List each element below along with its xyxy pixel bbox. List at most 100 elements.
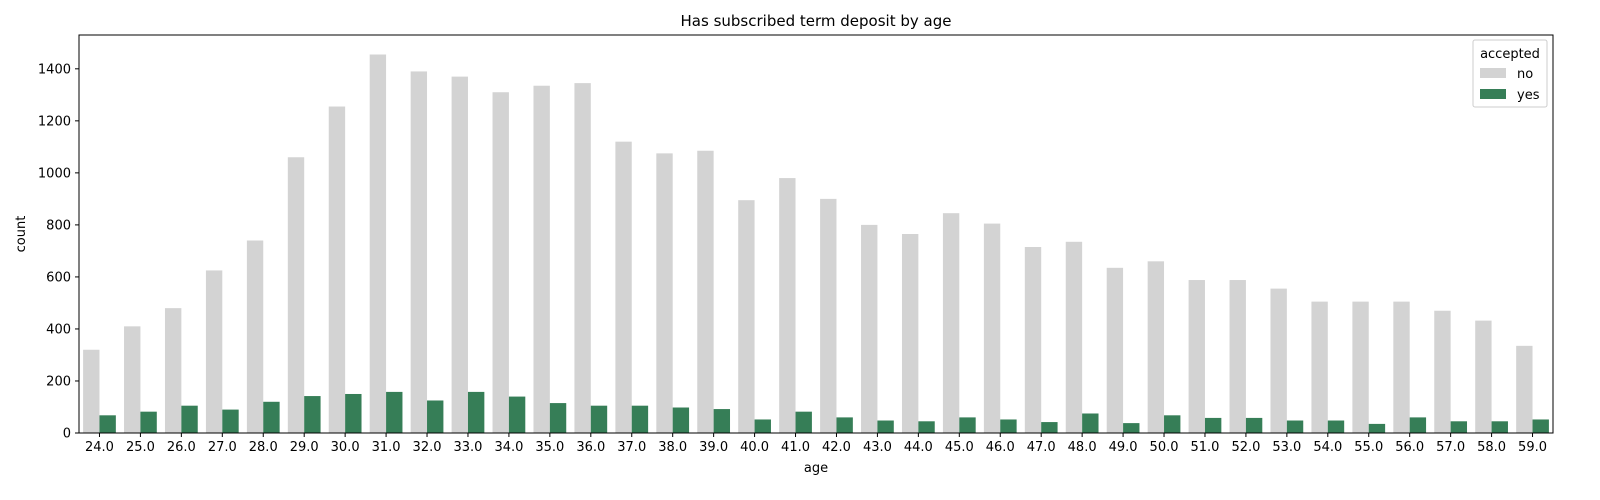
x-axis: 24.0 25.0 26.0 27.0 28.0 29.0 30.0 31.0 32.0 33.0… [85, 433, 1547, 455]
bar-yes-29.0 [304, 396, 321, 433]
x-tick-label: 51.0 [1190, 440, 1219, 455]
bar-yes-37.0 [631, 405, 649, 433]
bar-no-59.0 [1516, 345, 1533, 433]
x-tick-label: 57.0 [1436, 440, 1465, 455]
x-tick-label: 52.0 [1231, 440, 1260, 455]
bar-yes-47.0 [1041, 422, 1058, 433]
bar-no-27.0 [205, 270, 223, 433]
bar-yes-27.0 [222, 409, 239, 433]
bar-no-38.0 [656, 153, 673, 433]
plot-frame [78, 34, 1554, 434]
bar-no-46.0 [983, 223, 1001, 433]
x-tick-label: 45.0 [945, 440, 974, 455]
bar-yes-51.0 [1204, 417, 1222, 433]
chart-title: Has subscribed term deposit by age [681, 12, 952, 30]
bar-yes-39.0 [713, 409, 731, 433]
bar-no-52.0 [1229, 280, 1246, 433]
bar-no-33.0 [451, 76, 468, 434]
legend: accepted no yes [1472, 39, 1548, 108]
x-tick-label: 31.0 [372, 440, 401, 455]
bar-yes-40.0 [754, 419, 771, 433]
bar-no-36.0 [574, 83, 591, 434]
bar-yes-59.0 [1532, 419, 1549, 433]
x-tick-label: 36.0 [576, 440, 605, 455]
y-tick-label: 1000 [38, 166, 71, 181]
bar-no-57.0 [1434, 310, 1451, 433]
x-axis-label: age [804, 461, 828, 476]
x-tick-label: 54.0 [1313, 440, 1342, 455]
bar-no-32.0 [410, 71, 428, 433]
bar-yes-54.0 [1327, 420, 1345, 433]
y-tick-label: 600 [46, 270, 71, 285]
bar-no-37.0 [615, 141, 632, 433]
bar-no-51.0 [1188, 280, 1205, 433]
x-tick-label: 43.0 [863, 440, 892, 455]
x-tick-label: 58.0 [1477, 440, 1506, 455]
x-tick-label: 59.0 [1518, 440, 1547, 455]
bar-yes-24.0 [99, 415, 116, 433]
bar-yes-41.0 [795, 411, 812, 433]
bar-no-43.0 [861, 224, 878, 433]
y-tick-label: 0 [63, 427, 71, 442]
legend-title: accepted [1480, 47, 1540, 62]
y-tick-label: 200 [46, 374, 71, 389]
bar-no-53.0 [1270, 288, 1287, 433]
bar-yes-38.0 [672, 407, 690, 433]
x-tick-label: 29.0 [290, 440, 319, 455]
bar-yes-32.0 [427, 400, 444, 433]
x-tick-label: 28.0 [249, 440, 278, 455]
x-tick-label: 27.0 [208, 440, 237, 455]
y-tick-label: 1400 [38, 62, 71, 77]
bar-no-28.0 [246, 240, 264, 433]
y-tick-label: 400 [46, 322, 71, 337]
bar-no-29.0 [287, 157, 305, 433]
bar-no-24.0 [83, 349, 100, 433]
bar-yes-56.0 [1409, 417, 1427, 433]
x-tick-label: 35.0 [535, 440, 564, 455]
bar-yes-48.0 [1082, 413, 1099, 433]
bar-no-45.0 [942, 213, 960, 433]
x-tick-label: 25.0 [126, 440, 155, 455]
x-tick-label: 42.0 [822, 440, 851, 455]
bar-no-49.0 [1106, 267, 1124, 433]
bar-yes-45.0 [959, 417, 976, 433]
bar-yes-58.0 [1491, 421, 1508, 433]
bar-no-25.0 [124, 326, 141, 433]
bar-yes-33.0 [467, 391, 485, 433]
bar-yes-43.0 [877, 420, 894, 433]
bar-no-56.0 [1393, 301, 1410, 433]
bar-no-48.0 [1065, 241, 1083, 433]
x-tick-label: 34.0 [494, 440, 523, 455]
y-tick-label: 800 [46, 218, 71, 233]
bar-no-35.0 [533, 85, 550, 433]
x-tick-label: 44.0 [904, 440, 933, 455]
bar-no-47.0 [1024, 247, 1042, 433]
x-tick-label: 39.0 [699, 440, 728, 455]
bar-no-39.0 [697, 150, 714, 433]
x-tick-label: 30.0 [331, 440, 360, 455]
x-tick-label: 53.0 [1272, 440, 1301, 455]
bar-yes-53.0 [1286, 420, 1304, 433]
x-tick-label: 37.0 [617, 440, 646, 455]
x-tick-label: 49.0 [1109, 440, 1138, 455]
x-tick-label: 33.0 [453, 440, 482, 455]
bar-no-55.0 [1352, 301, 1369, 433]
x-tick-label: 24.0 [85, 440, 114, 455]
bar-yes-57.0 [1450, 421, 1468, 433]
bar-yes-26.0 [181, 405, 198, 433]
bar-no-31.0 [369, 54, 387, 434]
bar-yes-46.0 [1000, 419, 1017, 433]
legend-label-yes: yes [1517, 88, 1540, 103]
y-tick-label: 1200 [38, 114, 71, 129]
bar-yes-50.0 [1164, 415, 1181, 433]
bar-no-40.0 [738, 200, 755, 433]
bar-yes-28.0 [263, 401, 280, 433]
bar-yes-36.0 [590, 405, 608, 433]
x-tick-label: 41.0 [781, 440, 810, 455]
x-tick-label: 55.0 [1354, 440, 1383, 455]
bar-no-54.0 [1311, 301, 1328, 433]
bar-yes-49.0 [1123, 423, 1140, 433]
bars [83, 54, 1549, 434]
bar-no-42.0 [820, 198, 837, 433]
x-tick-label: 40.0 [740, 440, 769, 455]
